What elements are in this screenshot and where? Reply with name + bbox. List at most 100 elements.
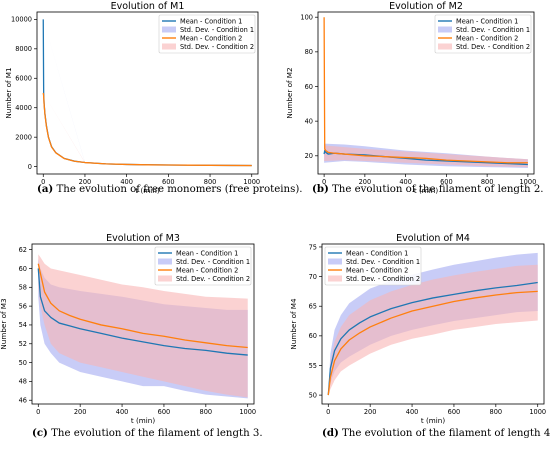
mean-line-1: [37, 268, 248, 356]
y-tick-label: 70: [309, 273, 317, 281]
y-axis-label: Number of M1: [4, 67, 13, 118]
caption-text: The evolution of the filament of length …: [329, 184, 544, 195]
chart-title: Evolution of M4: [396, 233, 470, 244]
legend-label: Std. Dev. - Condition 1: [180, 26, 254, 34]
y-tick-label: 75: [309, 243, 317, 251]
x-tick-label: 1000: [519, 178, 536, 186]
x-tick-label: 400: [399, 178, 412, 186]
y-tick-label: 4000: [15, 104, 32, 112]
chart-title: Evolution of M1: [111, 1, 185, 12]
legend-label: Mean - Condition 1: [346, 249, 408, 257]
x-tick-label: 600: [440, 178, 453, 186]
legend-label: Mean - Condition 1: [176, 249, 238, 257]
figure-caption: (c) The evolution of the filament of len…: [32, 427, 263, 439]
x-tick-label: 600: [158, 408, 171, 416]
legend-label: Std. Dev. - Condition 2: [176, 275, 250, 283]
chart-panel-2: 0 200 400 600 800 1000 20 40 60 80 100 Evolution of…: [285, 1, 544, 195]
legend-swatch: [328, 275, 342, 282]
x-axis-label: t (min): [414, 186, 438, 195]
legend-swatch: [158, 275, 172, 282]
legend-label: Std. Dev. - Condition 1: [176, 258, 250, 266]
mean-line-1: [327, 281, 538, 396]
caption-text: The evolution of the filament of length …: [339, 428, 550, 439]
y-tick-label: 60: [19, 265, 27, 273]
x-tick-label: 200: [74, 408, 87, 416]
x-tick-label: 0: [322, 178, 326, 186]
y-tick-label: 62: [19, 246, 27, 254]
y-tick-label: 48: [19, 378, 27, 386]
y-axis-label: Number of M3: [0, 298, 8, 349]
y-tick-label: 65: [309, 303, 317, 311]
y-tick-label: 46: [19, 397, 27, 405]
legend-label: Std. Dev. - Condition 2: [180, 43, 254, 51]
legend-label: Mean - Condition 1: [456, 17, 518, 25]
y-tick-label: 60: [305, 83, 313, 91]
y-tick-label: 54: [19, 321, 27, 329]
caption-label: (b): [312, 183, 329, 195]
y-axis-label: Number of M4: [289, 298, 298, 350]
chart-title: Evolution of M2: [389, 1, 463, 12]
figure-caption: (d) The evolution of the filament of len…: [322, 427, 550, 439]
x-tick-label: 400: [116, 408, 129, 416]
legend-swatch: [438, 26, 452, 33]
y-tick-label: 58: [19, 284, 27, 292]
std-band-2: [43, 93, 252, 166]
x-tick-label: 400: [406, 408, 419, 416]
caption-label: (d): [322, 427, 339, 439]
y-tick-label: 40: [305, 117, 313, 125]
legend-label: Mean - Condition 2: [176, 266, 238, 274]
y-tick-label: 50: [19, 359, 27, 367]
caption-label: (c): [32, 427, 48, 439]
x-tick-label: 400: [120, 178, 133, 186]
std-band-2: [328, 264, 538, 396]
x-tick-label: 800: [481, 178, 494, 186]
chart-panel-4: 0 200 400 600 800 1000 50 55 60 65 70 75 Evolution o…: [289, 233, 550, 439]
y-tick-label: 56: [19, 302, 27, 310]
axes-frame: [321, 243, 545, 405]
plot-area: [327, 252, 538, 396]
legend-swatch: [162, 43, 176, 50]
y-tick-label: 60: [309, 332, 317, 340]
plot-area: [42, 19, 252, 167]
y-tick-label: 100: [300, 13, 313, 21]
y-tick-label: 0: [28, 163, 32, 171]
x-tick-label: 1000: [243, 178, 260, 186]
legend-label: Std. Dev. - Condition 2: [456, 43, 530, 51]
x-axis-label: t (min): [135, 186, 159, 195]
y-tick-label: 50: [309, 391, 317, 399]
legend-label: Mean - Condition 1: [180, 17, 242, 25]
legend-swatch: [162, 26, 176, 33]
figure-caption: (b) The evolution of the filament of len…: [312, 183, 544, 195]
mean-line-2: [37, 263, 248, 349]
legend-label: Mean - Condition 2: [346, 266, 408, 274]
y-tick-label: 6000: [15, 75, 32, 83]
axes-frame: [36, 11, 259, 175]
x-tick-label: 1000: [239, 408, 256, 416]
legend-swatch: [328, 258, 342, 265]
y-tick-label: 20: [305, 152, 313, 160]
y-tick-label: 10000: [11, 16, 32, 24]
legend-label: Std. Dev. - Condition 2: [346, 275, 420, 283]
mean-line-2: [323, 17, 528, 164]
chart-panel-1: 0 200 400 600 800 10000200040006000800010000E…: [4, 1, 303, 195]
legend-label: Std. Dev. - Condition 1: [346, 258, 420, 266]
legend-label: Std. Dev. - Condition 1: [456, 26, 530, 34]
x-axis-label: t (min): [421, 416, 445, 425]
x-tick-label: 800: [204, 178, 217, 186]
axes-frame: [31, 243, 255, 405]
plot-area: [37, 254, 248, 399]
x-tick-label: 800: [490, 408, 503, 416]
chart-title: Evolution of M3: [106, 233, 180, 244]
caption-text: The evolution of free monomers (free pro…: [53, 183, 302, 195]
y-tick-label: 2000: [15, 133, 32, 141]
std-band-2: [38, 254, 248, 398]
legend-label: Mean - Condition 2: [180, 34, 242, 42]
x-tick-label: 0: [326, 408, 330, 416]
x-tick-label: 200: [364, 408, 377, 416]
y-tick-label: 52: [19, 340, 27, 348]
y-tick-label: 55: [309, 362, 317, 370]
x-tick-label: 800: [200, 408, 213, 416]
